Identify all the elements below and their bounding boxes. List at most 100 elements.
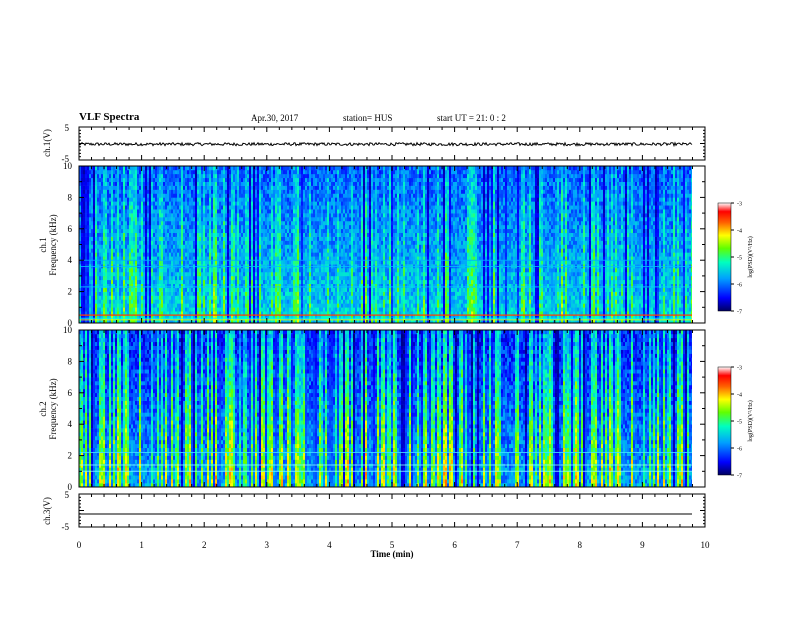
spectrogram-cell	[197, 280, 199, 284]
spectrogram-cell	[145, 170, 147, 174]
spectrogram-cell	[195, 233, 197, 237]
spectrogram-cell	[107, 272, 109, 276]
spectrogram-cell	[193, 193, 195, 197]
spectrogram-cell	[303, 307, 305, 311]
spectrogram-cell	[139, 307, 141, 311]
spectrogram-cell	[285, 237, 287, 241]
spectrogram-cell	[165, 303, 167, 307]
spectrogram-cell	[217, 252, 219, 256]
spectrogram-cell	[309, 307, 311, 311]
spectrogram-cell	[273, 186, 275, 190]
spectrogram-cell	[237, 233, 239, 237]
spectrogram-cell	[263, 252, 265, 256]
spectrogram-cell	[109, 288, 111, 292]
spectrogram-cell	[131, 233, 133, 237]
spectrogram-cell	[309, 272, 311, 276]
spectrogram-cell	[311, 229, 313, 233]
spectrogram-cell	[181, 233, 183, 237]
spectrogram-cell	[165, 209, 167, 213]
spectrogram-cell	[165, 201, 167, 205]
spectrogram-cell	[129, 225, 131, 229]
spectrogram-cell	[167, 307, 169, 311]
spectrogram-cell	[315, 221, 317, 225]
spectrogram-cell	[225, 280, 227, 284]
spectrogram-cell	[133, 260, 135, 264]
spectrogram-cell	[201, 292, 203, 296]
spectrogram-cell	[291, 201, 293, 205]
spectrogram-cell	[171, 268, 173, 272]
spectrogram-cell	[265, 193, 267, 197]
spectrogram-cell	[125, 248, 127, 252]
spectrogram-cell	[109, 178, 111, 182]
spectrogram-cell	[281, 276, 283, 280]
spectrogram-cell	[283, 248, 285, 252]
spectrogram-cell	[97, 201, 99, 205]
spectrogram-cell	[311, 237, 313, 241]
spectrogram-cell	[303, 221, 305, 225]
spectrogram-cell	[295, 237, 297, 241]
spectrogram-cell	[321, 268, 323, 272]
spectrogram-cell	[273, 229, 275, 233]
spectrogram-cell	[235, 299, 237, 303]
spectrogram-cell	[287, 197, 289, 201]
spectrogram-cell	[147, 276, 149, 280]
spectrogram-cell	[107, 299, 109, 303]
spectrogram-cell	[125, 213, 127, 217]
spectrogram-cell	[99, 201, 101, 205]
spectrogram-cell	[105, 166, 107, 170]
spectrogram-cell	[209, 209, 211, 213]
spectrogram-cell	[103, 292, 105, 296]
spectrogram-cell	[307, 276, 309, 280]
spectrogram-cell	[103, 299, 105, 303]
spectrogram-cell	[313, 213, 315, 217]
spectrogram-cell	[233, 303, 235, 307]
spectrogram-cell	[283, 170, 285, 174]
spectrogram-cell	[87, 209, 89, 213]
spectrogram-cell	[315, 268, 317, 272]
ch1-spectrogram-panel: 0246810 ch.1 Frequency (kHz) -3-4-5-6-7 …	[38, 161, 754, 328]
spectrogram-cell	[105, 268, 107, 272]
spectrogram-cell	[165, 252, 167, 256]
spectrogram-cell	[229, 268, 231, 272]
spectrogram-cell	[251, 276, 253, 280]
spectrogram-cell	[211, 237, 213, 241]
spectrogram-cell	[145, 178, 147, 182]
spectrogram-cell	[171, 190, 173, 194]
spectrogram-cell	[169, 252, 171, 256]
spectrogram-cell	[151, 197, 153, 201]
spectrogram-cell	[107, 307, 109, 311]
spectrogram-cell	[193, 272, 195, 276]
spectrogram-cell	[133, 280, 135, 284]
spectrogram-cell	[275, 225, 277, 229]
spectrogram-cell	[179, 276, 181, 280]
spectrogram-cell	[249, 193, 251, 197]
spectrogram-cell	[127, 209, 129, 213]
spectrogram-cell	[245, 225, 247, 229]
spectrogram-cell	[101, 197, 103, 201]
spectrogram-cell	[183, 174, 185, 178]
spectrogram-cell	[275, 221, 277, 225]
spectrogram-cell	[261, 182, 263, 186]
spectrogram-cell	[89, 190, 91, 194]
spectrogram-cell	[153, 193, 155, 197]
spectrogram-cell	[177, 201, 179, 205]
spectrogram-cell	[269, 245, 271, 249]
spectrogram-cell	[151, 233, 153, 237]
spectrogram-cell	[127, 303, 129, 307]
spectrogram-cell	[145, 248, 147, 252]
spectrogram-cell	[147, 186, 149, 190]
spectrogram-cell	[255, 229, 257, 233]
spectrogram-cell	[265, 288, 267, 292]
spectrogram-cell	[195, 260, 197, 264]
spectrogram-cell	[167, 201, 169, 205]
spectrogram-cell	[259, 166, 261, 170]
spectrogram-cell	[147, 245, 149, 249]
spectrogram-cell	[243, 182, 245, 186]
spectrogram-cell	[191, 197, 193, 201]
spectrogram-cell	[183, 241, 185, 245]
spectrogram-cell	[147, 221, 149, 225]
spectrogram-cell	[287, 248, 289, 252]
spectrogram-cell	[97, 280, 99, 284]
spectrogram-cell	[89, 241, 91, 245]
spectrogram-cell	[177, 248, 179, 252]
